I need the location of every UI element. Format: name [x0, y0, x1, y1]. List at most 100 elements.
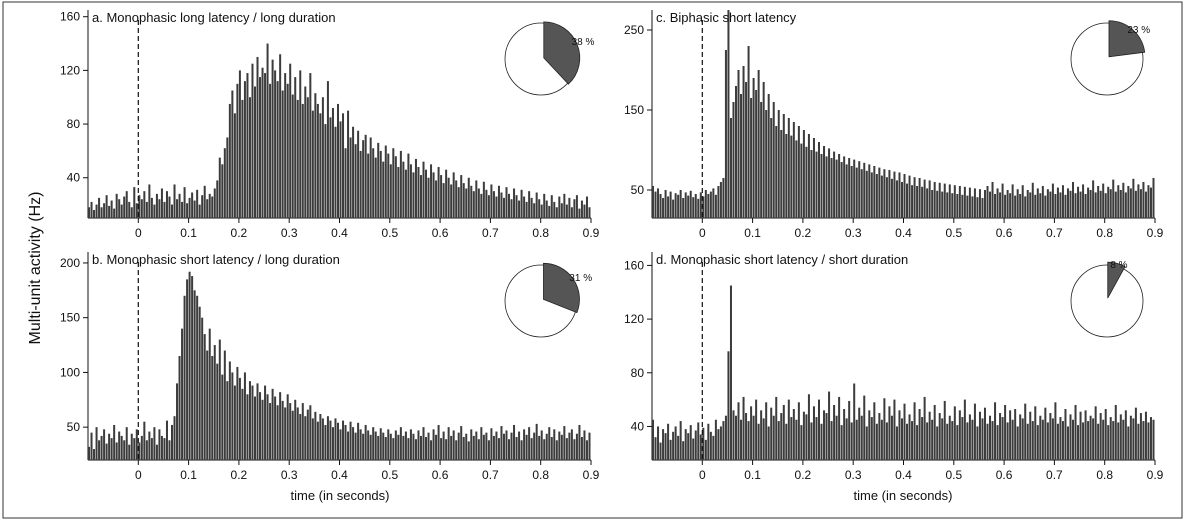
- histogram-bar: [1137, 423, 1140, 460]
- histogram-bar: [422, 427, 425, 460]
- histogram-bar: [1119, 414, 1122, 460]
- histogram-bar: [201, 195, 204, 218]
- histogram-bar: [664, 433, 667, 460]
- histogram-bar: [253, 396, 256, 460]
- histogram-bar: [467, 177, 470, 218]
- histogram-bar: [1077, 186, 1080, 218]
- histogram-bar: [777, 110, 780, 218]
- histogram-bar: [125, 427, 128, 460]
- histogram-bar: [236, 83, 239, 218]
- histogram-bar: [553, 201, 556, 218]
- histogram-bar: [419, 175, 422, 218]
- histogram-bar: [1059, 417, 1062, 460]
- histogram-bar: [994, 194, 997, 218]
- histogram-bar: [727, 10, 730, 218]
- histogram-bar: [1149, 417, 1152, 460]
- histogram-bar: [145, 440, 148, 460]
- histogram-bar: [840, 425, 843, 460]
- histogram-bar: [284, 407, 287, 460]
- histogram-bar: [883, 169, 886, 218]
- histogram-bar: [583, 204, 586, 218]
- histogram-bar: [938, 413, 941, 460]
- histogram-bar: [397, 434, 400, 460]
- histogram-bar: [785, 134, 788, 218]
- y-tick-label: 50: [67, 420, 81, 434]
- histogram-bar: [843, 409, 846, 460]
- histogram-bar: [321, 97, 324, 218]
- histogram-bar: [490, 428, 493, 460]
- histogram-bar: [747, 46, 750, 218]
- histogram-bar: [243, 372, 246, 460]
- histogram-bar: [155, 444, 158, 460]
- histogram-bar: [379, 428, 382, 460]
- histogram-bar: [679, 190, 682, 218]
- histogram-bar: [437, 167, 440, 218]
- histogram-bar: [936, 190, 939, 218]
- histogram-bar: [354, 144, 357, 218]
- histogram-bar: [797, 126, 800, 218]
- histogram-bar: [1109, 189, 1112, 218]
- histogram-bar: [98, 440, 101, 460]
- histogram-bar: [916, 425, 919, 460]
- histogram-bar: [103, 203, 106, 218]
- histogram-bar: [835, 415, 838, 460]
- histogram-bar: [178, 356, 181, 460]
- histogram-bar: [266, 43, 269, 218]
- x-tick-label: 0.7: [482, 468, 499, 482]
- histogram-bar: [465, 433, 468, 460]
- pie-slice: [1108, 20, 1146, 58]
- histogram-bar: [933, 404, 936, 460]
- histogram-bar: [510, 199, 513, 218]
- histogram-bar: [223, 148, 226, 218]
- histogram-bar: [294, 77, 297, 218]
- histogram-bar: [719, 426, 722, 460]
- histogram-bar: [679, 421, 682, 460]
- histogram-bar: [118, 431, 121, 460]
- histogram-bar: [347, 431, 350, 460]
- histogram-bar: [568, 197, 571, 218]
- histogram-bar: [654, 191, 657, 218]
- histogram-bar: [108, 433, 111, 460]
- histogram-bar: [1066, 426, 1069, 460]
- histogram-bar: [492, 435, 495, 460]
- x-axis-label-left: time (in seconds): [291, 488, 390, 503]
- histogram-bar: [497, 438, 500, 460]
- histogram-bar: [165, 420, 168, 460]
- histogram-bar: [1051, 418, 1054, 460]
- histogram-bar: [823, 410, 826, 460]
- histogram-bar: [802, 130, 805, 218]
- panel-c: 50 150 250 0 0.1 0.2 0.3 0.4 0.5 0.6 0.7 0.8 0.9 c. B…: [624, 10, 1164, 240]
- histogram-bar: [707, 423, 710, 460]
- histogram-bar: [419, 435, 422, 460]
- histogram-bar: [163, 438, 166, 460]
- histogram-bar: [760, 102, 763, 218]
- histogram-bar: [367, 153, 370, 218]
- histogram-bar: [329, 117, 332, 218]
- histogram-bar: [470, 185, 473, 218]
- histogram-bar: [482, 181, 485, 218]
- histogram-bar: [903, 403, 906, 460]
- histogram-bar: [178, 193, 181, 218]
- histogram-bar: [248, 97, 251, 218]
- histogram-bar: [936, 426, 939, 460]
- histogram-bar: [999, 192, 1002, 218]
- histogram-bar: [342, 420, 345, 460]
- histogram-bar: [430, 164, 433, 218]
- histogram-bar: [951, 193, 954, 218]
- histogram-bar: [973, 188, 976, 218]
- x-tick-label: 0.8: [1096, 468, 1113, 482]
- histogram-bar: [342, 113, 345, 218]
- histogram-bar: [931, 190, 934, 218]
- histogram-bar: [694, 194, 697, 218]
- histogram-bar: [568, 432, 571, 460]
- histogram-bar: [1079, 191, 1082, 218]
- histogram-bar: [732, 410, 735, 460]
- histogram-bar: [457, 432, 460, 460]
- histogram-bar: [755, 90, 758, 218]
- histogram-bar: [560, 203, 563, 218]
- histogram-bar: [1132, 418, 1135, 460]
- histogram-bar: [565, 438, 568, 460]
- histogram-bar: [983, 407, 986, 460]
- pie-percent-label: 31 %: [569, 273, 592, 284]
- x-tick-label: 0.7: [1046, 226, 1063, 240]
